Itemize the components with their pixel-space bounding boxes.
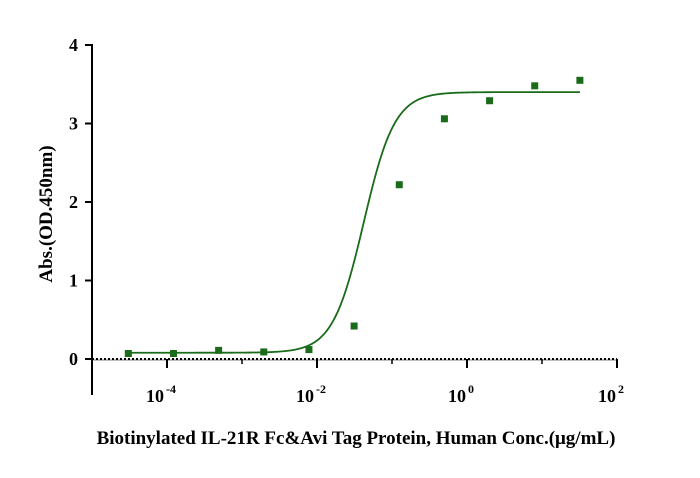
data-point	[260, 348, 268, 356]
x-axis-title: Biotinylated IL-21R Fc&Avi Tag Protein, …	[97, 428, 616, 449]
data-point	[305, 346, 313, 354]
y-tick-label: 0	[69, 349, 78, 369]
data-point	[124, 350, 132, 358]
data-points	[124, 76, 584, 358]
data-point	[440, 115, 448, 123]
y-tick-label: 3	[69, 114, 78, 134]
axes	[85, 44, 618, 395]
data-point	[350, 322, 358, 330]
fit-curve	[128, 91, 580, 354]
data-point	[486, 97, 494, 105]
y-axis-title: Abs.(OD.450nm)	[36, 145, 57, 282]
data-point	[576, 76, 584, 84]
y-tick-label: 1	[69, 271, 78, 291]
data-point	[215, 346, 223, 354]
fit-curve-layer	[128, 91, 580, 354]
data-point	[169, 350, 177, 358]
y-tick-label: 2	[69, 192, 78, 212]
data-point	[395, 181, 403, 189]
x-tick-label: 10 -2	[296, 382, 326, 406]
x-tick-label: 10 0	[448, 382, 474, 406]
tick-labels: 0 1 2 3 4 10 -4 10 -2 10 0 10 2	[69, 35, 624, 406]
data-point	[531, 82, 539, 90]
x-tick-label: 10 2	[598, 382, 624, 406]
y-tick-label: 4	[69, 35, 78, 55]
x-tick-label: 10 -4	[146, 382, 176, 406]
